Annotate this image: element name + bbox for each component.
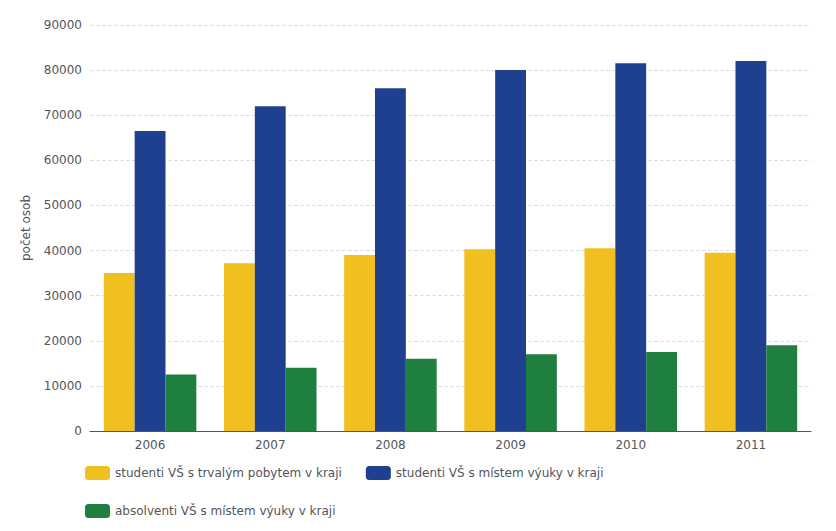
svg-text:80000: 80000: [44, 63, 82, 77]
svg-text:0: 0: [74, 424, 82, 438]
svg-text:2010: 2010: [615, 438, 646, 452]
svg-text:2007: 2007: [255, 438, 286, 452]
svg-text:30000: 30000: [44, 289, 82, 303]
svg-text:40000: 40000: [44, 244, 82, 258]
svg-text:20000: 20000: [44, 334, 82, 348]
svg-text:studenti VŠ s trvalým pobytem: studenti VŠ s trvalým pobytem v kraji: [115, 465, 342, 480]
svg-text:studenti VŠ s místem výuky v k: studenti VŠ s místem výuky v kraji: [396, 465, 604, 480]
svg-text:počet osob: počet osob: [19, 195, 33, 261]
svg-text:2011: 2011: [736, 438, 767, 452]
svg-text:90000: 90000: [44, 18, 82, 32]
svg-text:10000: 10000: [44, 379, 82, 393]
svg-text:absolventi VŠ s místem výuky v: absolventi VŠ s místem výuky v kraji: [115, 503, 335, 518]
svg-text:70000: 70000: [44, 108, 82, 122]
svg-text:2008: 2008: [375, 438, 406, 452]
svg-text:2006: 2006: [135, 438, 166, 452]
svg-text:60000: 60000: [44, 153, 82, 167]
svg-text:50000: 50000: [44, 198, 82, 212]
svg-text:2009: 2009: [495, 438, 526, 452]
